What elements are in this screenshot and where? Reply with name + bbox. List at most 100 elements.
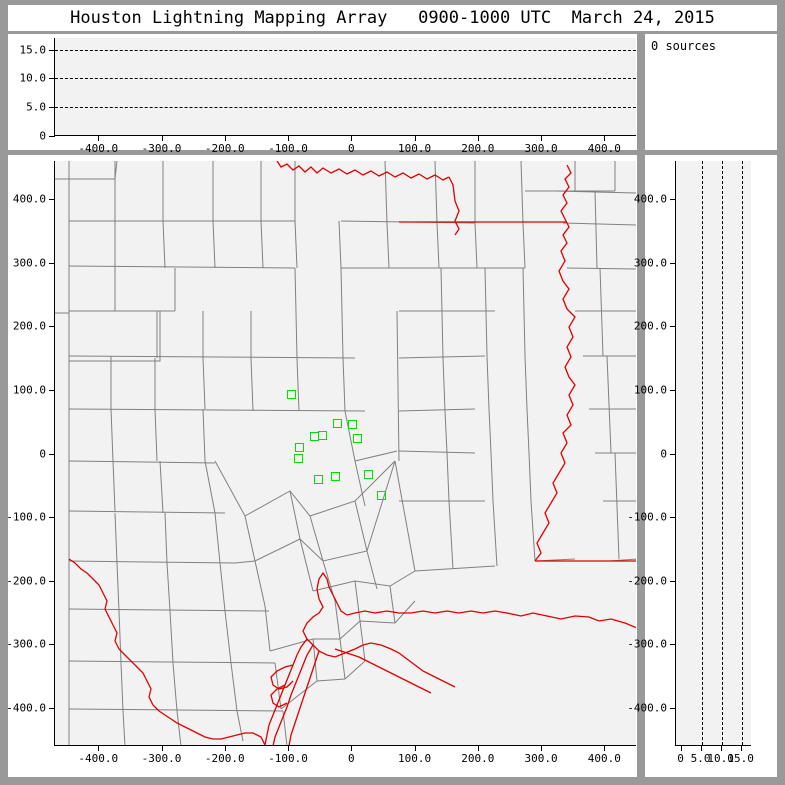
axis-tick-label-y: -400.0 — [6, 701, 46, 715]
state-and-coast-boundaries — [68, 161, 636, 745]
axis-tick-x — [477, 136, 479, 141]
axis-tick-label-y: -400.0 — [627, 701, 667, 715]
axis-tick-x — [98, 136, 100, 141]
axis-tick-x — [700, 746, 702, 751]
axis-tick-x — [541, 136, 543, 141]
axis-tick-label-x: 15.0 — [727, 752, 754, 765]
axis-tick-label-y: 300.0 — [12, 256, 46, 270]
axis-tick-x — [740, 746, 742, 751]
axis-tick-x — [288, 746, 290, 751]
axis-tick-x — [414, 746, 416, 751]
lma-station-marker[interactable] — [295, 443, 304, 452]
axis-tick-label-x: 300.0 — [524, 142, 558, 155]
axis-tick-y — [49, 78, 55, 80]
lma-station-marker[interactable] — [364, 470, 373, 479]
lma-station-marker[interactable] — [294, 454, 303, 463]
axis-tick-label-y: 100.0 — [633, 383, 667, 397]
gridline-vertical — [721, 161, 723, 745]
axis-tick-x — [477, 746, 479, 751]
axis-tick-x — [161, 746, 163, 751]
axis-tick-label-x: 0 — [348, 142, 355, 155]
axis-tick-y — [670, 644, 676, 646]
axis-tick-label-x: 100.0 — [398, 142, 432, 155]
axis-tick-label-x: -200.0 — [204, 752, 245, 765]
lma-station-marker[interactable] — [348, 420, 357, 429]
lma-station-marker[interactable] — [287, 390, 296, 399]
axis-tick-label-x: 200.0 — [461, 752, 495, 765]
side-altitude-plot-area[interactable] — [675, 161, 751, 746]
axis-tick-label-y: 200.0 — [633, 319, 667, 333]
axis-tick-label-x: -100.0 — [268, 752, 308, 765]
axis-tick-label-y: 0 — [39, 129, 46, 143]
axis-tick-y — [49, 136, 55, 137]
axis-tick-y — [49, 517, 55, 519]
gridline-vertical — [741, 161, 743, 745]
lma-station-marker[interactable] — [333, 419, 342, 428]
axis-tick-label-x: -300.0 — [141, 752, 182, 765]
axis-tick-label-y: 200.0 — [12, 319, 46, 333]
axis-tick-x — [161, 136, 163, 141]
gridline-horizontal — [55, 107, 636, 109]
map-plot-area[interactable] — [54, 161, 636, 746]
top-altitude-plot-area[interactable] — [54, 38, 636, 136]
axis-tick-label-x: 10.0 — [707, 752, 734, 765]
axis-tick-label-x: 5.0 — [690, 752, 711, 765]
axis-tick-label-x: -400.0 — [78, 142, 119, 155]
title-bar: Houston Lightning Mapping Array 0900-100… — [8, 5, 777, 31]
axis-tick-x — [720, 746, 722, 751]
axis-tick-x — [414, 136, 416, 141]
axis-tick-label-x: 0 — [348, 752, 355, 765]
axis-tick-label-x: 400.0 — [587, 752, 621, 765]
lma-station-marker[interactable] — [310, 432, 319, 441]
axis-tick-label-y: -200.0 — [627, 574, 667, 588]
axis-tick-label-x: -200.0 — [204, 142, 245, 155]
axis-tick-x — [351, 136, 353, 141]
axis-tick-y — [49, 107, 55, 109]
axis-tick-label-x: 200.0 — [461, 142, 495, 155]
axis-tick-y — [49, 326, 55, 328]
axis-tick-label-y: 0 — [39, 447, 46, 460]
lma-station-marker[interactable] — [318, 431, 327, 440]
axis-tick-x — [351, 746, 353, 751]
lma-station-marker[interactable] — [331, 472, 340, 481]
axis-tick-label-y: -100.0 — [6, 510, 46, 524]
lma-station-marker[interactable] — [377, 491, 386, 500]
axis-tick-label-y: 400.0 — [633, 192, 667, 206]
axis-tick-x — [224, 136, 226, 141]
axis-tick-label-x: 0 — [677, 752, 684, 765]
top-altitude-profile-panel: -400.0 -300.0 -200.0 -100.0 0 100.0 200.0 300.0… — [8, 34, 637, 155]
axis-tick-label-y: -100.0 — [627, 510, 667, 524]
gridline-vertical — [701, 161, 703, 745]
gridline-horizontal — [55, 49, 636, 51]
axis-tick-y — [49, 389, 55, 391]
gridline-horizontal — [55, 78, 636, 80]
axis-tick-y — [670, 517, 676, 519]
axis-tick-y — [670, 453, 676, 455]
source-count-label: 0 sources — [651, 39, 717, 53]
axis-tick-y — [670, 707, 676, 709]
axis-tick-y — [49, 644, 55, 646]
lma-station-marker[interactable] — [353, 434, 362, 443]
axis-tick-x — [98, 746, 100, 751]
axis-tick-y — [49, 707, 55, 709]
side-altitude-profile-panel: 0 5.0 10.0 15.0 -400.0 -300.0 -200.0 -100.0 0 100… — [627, 155, 777, 777]
axis-tick-label-x: 400.0 — [587, 142, 621, 155]
axis-tick-label-y: 100.0 — [12, 383, 46, 397]
axis-tick-label-y: -200.0 — [6, 574, 46, 588]
page-title: Houston Lightning Mapping Array 0900-100… — [70, 8, 715, 28]
lma-station-marker[interactable] — [314, 475, 323, 484]
map-panel: -400.0 -300.0 -200.0 -100.0 0 100.0 200.0 300.0… — [6, 155, 637, 777]
axis-tick-x — [224, 746, 226, 751]
axis-tick-y — [49, 262, 55, 264]
axis-tick-y — [670, 262, 676, 264]
axis-tick-x — [604, 136, 606, 141]
axis-tick-x — [680, 746, 682, 751]
axis-tick-label-y: -300.0 — [627, 637, 667, 651]
source-count-panel: 0 sources — [645, 34, 777, 150]
axis-tick-label-y: -300.0 — [6, 637, 46, 651]
axis-tick-y — [49, 49, 55, 51]
axis-tick-y — [670, 326, 676, 328]
axis-tick-y — [670, 389, 676, 391]
axis-tick-label-x: 300.0 — [524, 752, 558, 765]
